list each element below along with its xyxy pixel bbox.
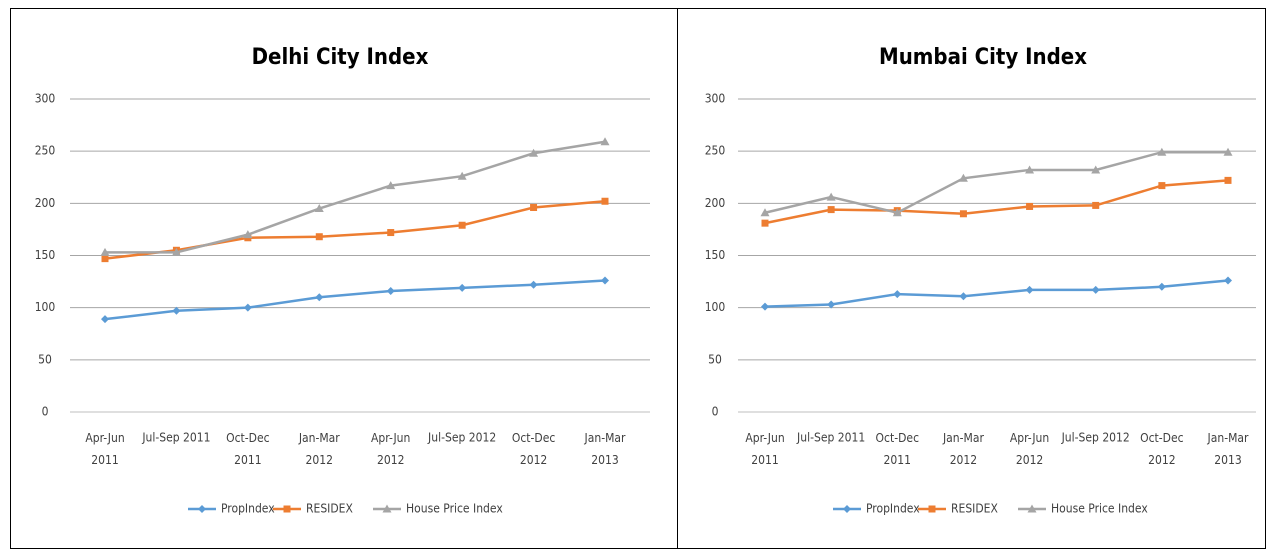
marker (101, 315, 109, 324)
x-tick-label: Oct-Dec 2012 (1140, 431, 1184, 467)
legend-label: RESIDEX (306, 502, 353, 516)
marker (1157, 282, 1166, 291)
marker (530, 204, 538, 212)
marker (843, 505, 851, 513)
marker (458, 221, 466, 229)
marker (1224, 276, 1232, 285)
marker (893, 290, 902, 299)
marker (601, 197, 609, 205)
marker (1025, 165, 1035, 174)
x-tick-label: Jan-Mar 2013 (1207, 431, 1249, 467)
marker (959, 210, 967, 218)
series-line (764, 279, 1229, 308)
marker (760, 208, 770, 217)
marker (243, 230, 253, 239)
marker (458, 283, 467, 292)
y-tick-label: 300 (705, 92, 726, 106)
chart-title: Delhi City Index (252, 45, 429, 70)
marker (283, 505, 291, 513)
marker (100, 247, 110, 256)
y-tick-label: 150 (705, 248, 726, 262)
marker (172, 306, 181, 315)
marker (315, 233, 323, 241)
x-tick-label: Jul-Sep 2011 (796, 431, 865, 445)
marker (1025, 285, 1034, 294)
x-tick-label: Oct-Dec 2012 (512, 431, 556, 467)
y-tick-label: 0 (712, 405, 719, 419)
marker (198, 505, 206, 513)
x-tick-label: Apr-Jun 2012 (371, 431, 410, 467)
marker (601, 276, 609, 285)
marker (1157, 147, 1167, 156)
x-tick-label: Jul-Sep 2012 (1061, 431, 1130, 445)
x-tick-label: Jan-Mar 2012 (298, 431, 340, 467)
marker (827, 300, 836, 309)
x-tick-label: Apr-Jun 2011 (85, 431, 124, 467)
legend-label: House Price Index (1051, 502, 1148, 516)
y-tick-label: 250 (35, 144, 56, 158)
marker (761, 302, 769, 311)
y-tick-label: 0 (42, 405, 49, 419)
marker (827, 206, 835, 214)
marker (892, 208, 902, 217)
y-tick-label: 50 (708, 352, 722, 366)
marker (387, 229, 395, 237)
marker (386, 181, 396, 190)
legend-label: RESIDEX (951, 502, 998, 516)
y-tick-label: 200 (35, 196, 56, 210)
marker (1223, 147, 1233, 156)
legend-label: House Price Index (406, 502, 503, 516)
x-tick-label: Apr-Jun 2012 (1010, 431, 1049, 467)
x-tick-label: Jul-Sep 2011 (141, 431, 210, 445)
marker (101, 255, 109, 263)
marker (959, 292, 968, 301)
marker (529, 148, 539, 157)
marker (958, 173, 968, 182)
y-tick-label: 100 (705, 300, 726, 314)
y-tick-label: 200 (705, 196, 726, 210)
marker (1158, 182, 1166, 190)
y-tick-label: 100 (35, 300, 56, 314)
marker (600, 137, 610, 146)
marker (171, 247, 181, 256)
x-tick-label: Jul-Sep 2012 (427, 431, 496, 445)
x-tick-label: Jan-Mar 2012 (942, 431, 984, 467)
marker (243, 303, 252, 312)
y-tick-label: 300 (35, 92, 56, 106)
series-line (764, 150, 1228, 215)
marker (1026, 202, 1034, 210)
marker (529, 280, 538, 289)
marker (382, 504, 392, 513)
marker (1092, 201, 1100, 209)
marker (928, 505, 936, 513)
legend-label: PropIndex (866, 502, 920, 516)
marker (826, 192, 836, 201)
y-tick-label: 250 (705, 144, 726, 158)
y-tick-label: 150 (35, 248, 56, 262)
chart-title: Mumbai City Index (879, 45, 1087, 70)
y-tick-label: 50 (38, 352, 52, 366)
x-tick-label: Oct-Dec 2011 (226, 431, 270, 467)
frame (10, 8, 1266, 549)
x-tick-label: Jan-Mar 2013 (584, 431, 626, 467)
series-line (104, 200, 606, 260)
series-line (764, 179, 1229, 225)
marker (1091, 285, 1100, 294)
marker (386, 286, 395, 295)
marker (315, 293, 324, 302)
x-tick-label: Oct-Dec 2011 (876, 431, 920, 467)
x-tick-label: Apr-Jun 2011 (745, 431, 784, 467)
marker (1027, 504, 1037, 513)
marker (761, 219, 769, 227)
legend-label: PropIndex (221, 502, 275, 516)
series-line (105, 140, 606, 254)
marker (457, 171, 467, 180)
marker (1224, 176, 1232, 184)
series-line (104, 279, 606, 321)
marker (314, 204, 324, 213)
marker (1091, 165, 1101, 174)
